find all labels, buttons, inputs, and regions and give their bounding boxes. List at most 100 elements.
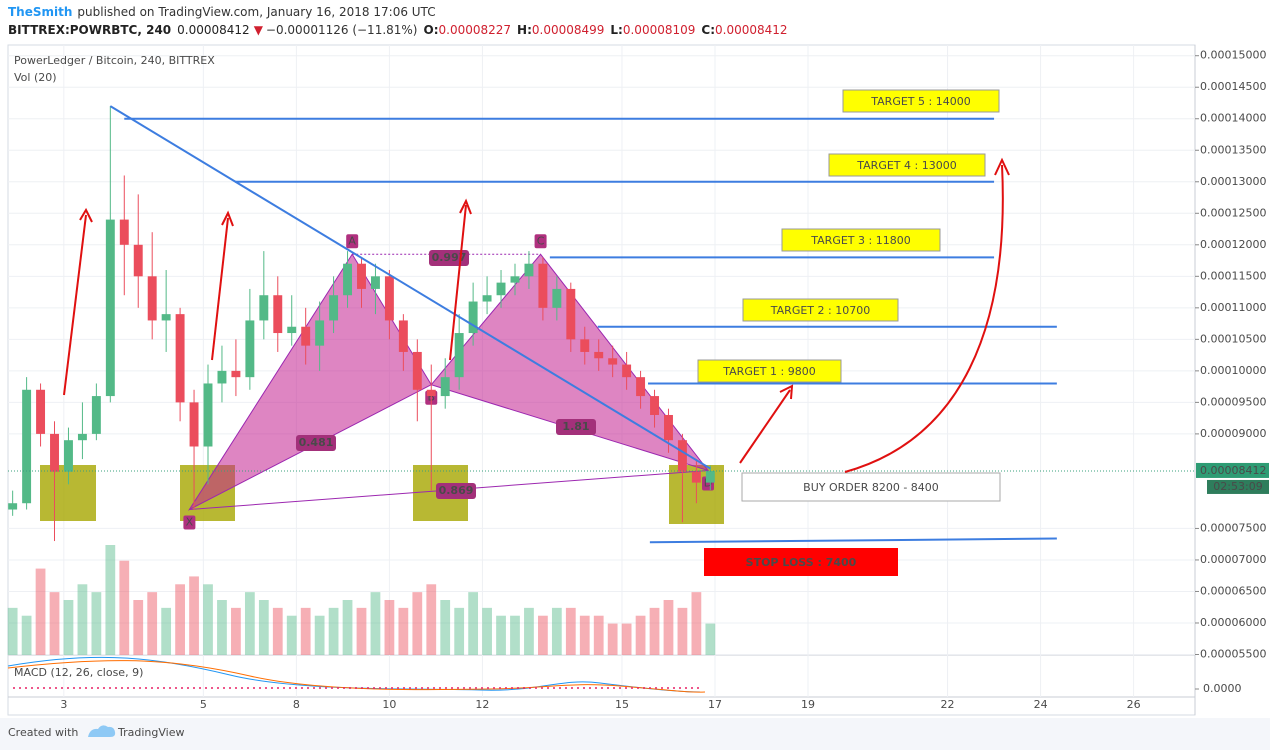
target-box xyxy=(781,228,941,252)
y-tick-label: 0.00012500 xyxy=(1200,206,1266,219)
x-tick-label: 24 xyxy=(1034,698,1048,711)
volume-bar xyxy=(398,607,409,655)
volume-bar xyxy=(105,545,116,655)
pattern-point-label: C xyxy=(537,234,545,247)
trend-line xyxy=(109,105,711,470)
candle-body xyxy=(175,314,185,403)
volume-bar xyxy=(524,607,534,655)
ohlc-value: 0.00008109 xyxy=(623,23,696,37)
x-tick-label: 8 xyxy=(293,698,300,711)
volume-bar xyxy=(77,584,88,655)
ratio-badge xyxy=(556,419,596,435)
volume-bar xyxy=(440,600,451,655)
header-line-1: TheSmith published on TradingView.com, Ja… xyxy=(8,5,436,19)
y-tick-label: 0.00005500 xyxy=(1200,647,1266,660)
volume-bar xyxy=(468,592,479,655)
axes: 0.00015000 0.00014500 0.00014000 0.00013500… xyxy=(13,49,1269,711)
volume-bar xyxy=(593,615,604,655)
candle-body xyxy=(650,396,659,415)
ohlc-value: 0.00008499 xyxy=(532,23,605,37)
y-tick-label: 0.00014500 xyxy=(1200,80,1266,93)
candle-body xyxy=(691,471,701,483)
volume-bar xyxy=(551,607,562,655)
y-tick-label: 0.00009500 xyxy=(1200,395,1266,408)
volume-bar xyxy=(21,615,32,655)
header-line-2: BITTREX:POWRBTC, 240 0.00008412 ▼ −0.000011… xyxy=(8,23,788,37)
candle-body xyxy=(22,389,32,504)
arrow-head xyxy=(459,198,472,215)
volume-bar xyxy=(286,615,297,655)
candles xyxy=(8,106,715,542)
target-label: TARGET 1 : 9800 xyxy=(722,365,815,378)
volume-bar xyxy=(147,592,158,655)
candle-body xyxy=(580,339,590,352)
arrow-head xyxy=(221,210,234,227)
ratio-label: 0.481 xyxy=(299,436,334,449)
ohlc-label: C: xyxy=(701,23,715,37)
direction: ▼ xyxy=(254,23,264,37)
zones xyxy=(40,465,724,524)
ohlc-label: H: xyxy=(517,23,532,37)
pattern-point-label: X xyxy=(186,516,194,529)
x-tick-label: 12 xyxy=(475,698,489,711)
volume-bar xyxy=(677,607,688,655)
candle-body xyxy=(245,320,255,378)
candle-body xyxy=(440,377,450,397)
signal-line xyxy=(7,660,706,693)
candle-body xyxy=(147,276,157,321)
ohlc-label: O: xyxy=(424,23,439,37)
target-box xyxy=(828,153,986,177)
grid xyxy=(8,45,1195,697)
last-price-tag xyxy=(1196,462,1269,478)
y-tick-label: 0.00013500 xyxy=(1200,143,1266,156)
pattern-point-label: D xyxy=(704,476,712,489)
volume-bar xyxy=(565,607,576,655)
candle-body xyxy=(273,295,283,334)
volume-bar xyxy=(426,584,437,655)
candle-body xyxy=(119,219,129,245)
volume-bar xyxy=(91,592,102,655)
arrow-head xyxy=(994,157,1010,176)
volume-bar xyxy=(63,600,74,655)
candle-body xyxy=(301,326,311,346)
change: −0.00001126 (−11.81%) xyxy=(266,23,418,37)
stop-loss-line xyxy=(649,537,1057,544)
macd-lines xyxy=(7,656,706,693)
stop-loss-box xyxy=(704,548,898,576)
y-tick-label: 0.00014000 xyxy=(1200,112,1266,125)
volume-bar xyxy=(300,607,311,655)
volume-bar xyxy=(496,615,506,655)
drawings: TARGET 5 : 14000 TARGET 4 : 13000 TARGET 3… xyxy=(8,89,1195,576)
volume-bar xyxy=(705,623,716,655)
arrow-head xyxy=(779,384,794,400)
x-tick-label: 3 xyxy=(60,698,67,711)
candle-body xyxy=(343,263,353,296)
volume-bar xyxy=(328,607,339,655)
candle-body xyxy=(91,396,101,434)
footer-brand[interactable]: TradingView xyxy=(117,726,184,739)
volume-bar xyxy=(579,615,590,655)
candle-body xyxy=(636,377,646,397)
arrow xyxy=(844,164,1004,473)
volume-bar xyxy=(258,600,269,655)
candle-body xyxy=(552,288,562,308)
candle-body xyxy=(217,370,227,384)
candle-body xyxy=(566,288,576,340)
volume-bar xyxy=(635,615,646,655)
candle-body xyxy=(468,301,478,334)
arrow xyxy=(63,214,87,396)
x-tick-label: 15 xyxy=(615,698,629,711)
candle-body xyxy=(287,326,297,334)
y-tick-label: 0.00013000 xyxy=(1200,175,1266,188)
y-tick-label: 0.00007500 xyxy=(1200,521,1266,534)
y-tick-label: 0.00011500 xyxy=(1200,269,1266,282)
x-tick-label: 5 xyxy=(200,698,207,711)
ohlc-value: 0.00008412 xyxy=(715,23,788,37)
x-tick-label: 17 xyxy=(708,698,722,711)
x-tick-label: 22 xyxy=(941,698,955,711)
candle-body xyxy=(705,470,715,483)
target-label: TARGET 4 : 13000 xyxy=(856,159,956,172)
